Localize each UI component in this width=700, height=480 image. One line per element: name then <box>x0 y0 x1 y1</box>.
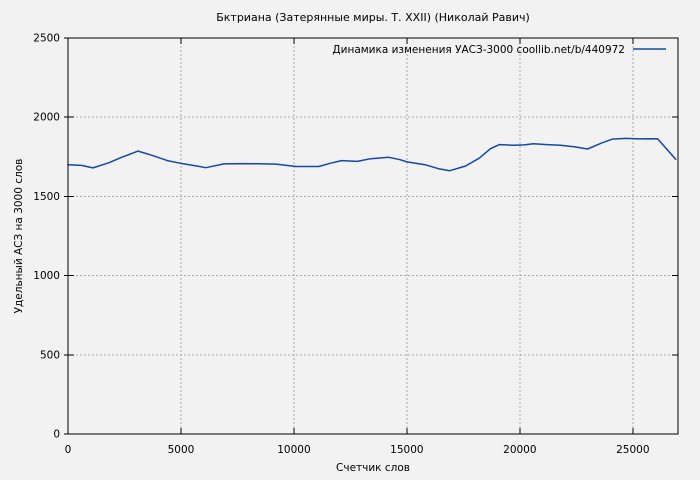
y-tick-label: 1000 <box>33 270 60 282</box>
x-tick-label: 10000 <box>277 444 310 456</box>
x-tick-label: 5000 <box>168 444 195 456</box>
grid-layer <box>68 38 678 434</box>
x-tick-label: 15000 <box>390 444 423 456</box>
y-tick-label: 500 <box>40 349 60 361</box>
y-tick-label: 2000 <box>33 112 60 124</box>
y-tick-label: 2500 <box>33 33 60 45</box>
x-tick-label: 20000 <box>503 444 536 456</box>
x-tick-label: 25000 <box>616 444 649 456</box>
x-axis-title: Счетчик слов <box>336 462 410 474</box>
y-tick-label: 1500 <box>33 191 60 203</box>
legend-label: Динамика изменения УАСЗ-3000 coollib.net… <box>332 44 625 56</box>
data-series-layer <box>67 137 677 172</box>
data-line <box>67 137 677 172</box>
x-tick-label: 0 <box>65 444 72 456</box>
plot-border <box>67 37 679 435</box>
y-tick-label: 0 <box>53 429 60 441</box>
tick-label-layer: 0 5000 10000 15000 20000 25000 0 500 1000 1500 200… <box>33 33 649 457</box>
tick-layer <box>64 37 678 435</box>
chart-title: Бктриана (Затерянные миры. Т. XXII) (Ник… <box>216 11 530 24</box>
legend: Динамика изменения УАСЗ-3000 coollib.net… <box>332 44 666 56</box>
y-axis-title: Удельный АСЗ на 3000 слов <box>13 159 25 314</box>
